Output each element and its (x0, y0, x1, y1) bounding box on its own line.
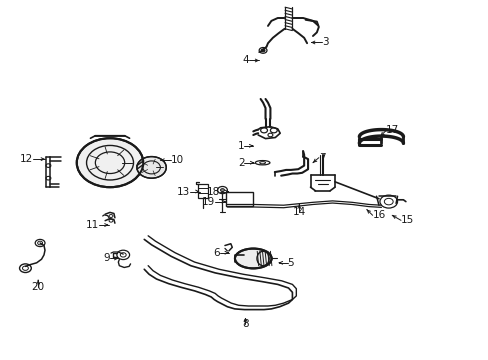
Text: 8: 8 (242, 319, 248, 329)
Text: 15: 15 (400, 215, 413, 225)
Text: 20: 20 (32, 282, 44, 292)
Circle shape (77, 138, 143, 187)
Text: 12: 12 (20, 154, 33, 164)
Circle shape (261, 49, 264, 52)
Text: 3: 3 (321, 37, 328, 48)
Text: 10: 10 (171, 155, 184, 165)
Text: 16: 16 (372, 210, 385, 220)
Text: 4: 4 (242, 55, 249, 66)
Text: 14: 14 (292, 207, 305, 217)
Text: 6: 6 (213, 248, 220, 258)
Text: 2: 2 (237, 158, 244, 168)
Text: 19: 19 (202, 197, 215, 207)
Circle shape (137, 157, 166, 178)
Ellipse shape (235, 248, 271, 269)
Text: 1: 1 (237, 141, 244, 151)
Text: 17: 17 (386, 125, 399, 135)
Text: 5: 5 (287, 258, 294, 268)
Text: 9: 9 (103, 253, 110, 264)
Bar (198, 184, 207, 198)
Text: 7: 7 (318, 153, 325, 163)
Text: 18: 18 (206, 186, 220, 197)
Bar (225, 192, 252, 206)
Text: 11: 11 (85, 220, 99, 230)
Text: 13: 13 (176, 186, 189, 197)
Circle shape (220, 189, 224, 192)
